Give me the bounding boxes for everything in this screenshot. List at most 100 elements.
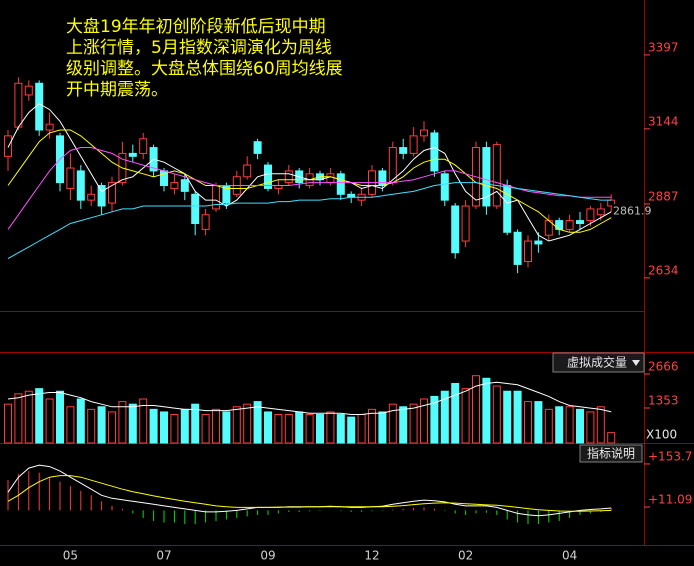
volume-bar <box>368 408 376 444</box>
x-tick-label: 02 <box>458 549 473 563</box>
volume-bar <box>513 390 522 444</box>
candle-body <box>45 123 54 131</box>
volume-bar <box>576 408 584 444</box>
candle-body <box>66 167 75 189</box>
y-tick-label: 1353 <box>648 393 679 407</box>
volume-bar <box>472 375 480 444</box>
volume-bar <box>409 403 418 444</box>
volume-bar <box>76 398 85 444</box>
volume-bar <box>347 416 356 444</box>
last-price-box <box>612 204 644 219</box>
volume-bar <box>108 411 116 444</box>
button-label[interactable]: 指标说明 <box>587 446 635 461</box>
candle-body <box>336 173 345 195</box>
volume-bar <box>97 406 106 444</box>
annotation-line: 大盘19年年初创阶段新低后现中期 <box>66 17 326 37</box>
candle-body <box>243 164 252 178</box>
volume-bar <box>440 390 449 444</box>
candle-body <box>451 205 460 254</box>
volume-bar <box>357 414 366 444</box>
candle-body <box>180 179 189 192</box>
y-tick-label: 2634 <box>648 263 679 277</box>
candle-body <box>409 135 418 154</box>
candle-body <box>555 220 564 230</box>
x-tick-label: 12 <box>364 549 379 563</box>
ma-line <box>7 475 612 512</box>
volume-bar <box>544 408 553 444</box>
volume-bar <box>534 401 543 444</box>
volume-bar <box>295 411 304 444</box>
candle-body <box>399 147 408 154</box>
volume-bar <box>66 406 75 444</box>
annotation-line: 级别调整。大盘总体围绕60周均线展 <box>66 59 343 79</box>
x-tick-label: 05 <box>63 549 78 563</box>
candle-body <box>24 85 33 96</box>
x-tick-label: 09 <box>260 549 275 563</box>
volume-bar <box>492 385 501 444</box>
ma-line <box>7 182 612 260</box>
button-label[interactable]: 虚拟成交量 <box>567 355 627 370</box>
volume-bar <box>128 403 137 444</box>
volume-bar <box>264 411 272 444</box>
candle-body <box>492 144 501 207</box>
y-tick-label: 2666 <box>648 359 679 373</box>
candle-body <box>14 82 23 128</box>
candle-body <box>170 182 179 189</box>
volume-bar <box>524 401 532 444</box>
candle-body <box>191 193 200 225</box>
candle-body <box>378 170 387 187</box>
volume-bar <box>305 414 314 444</box>
indicator-help-button[interactable] <box>579 444 643 463</box>
dropdown-arrow[interactable] <box>632 360 640 366</box>
candle-body <box>139 138 148 154</box>
volume-bar <box>316 414 324 444</box>
volume-bar <box>87 408 96 444</box>
volume-bar <box>243 403 252 444</box>
candle-body <box>97 185 106 207</box>
volume-bar <box>378 411 387 444</box>
indicator-button[interactable] <box>552 352 645 373</box>
candle-body <box>201 214 210 230</box>
candle-body <box>586 208 595 222</box>
candle-body <box>440 173 449 201</box>
volume-bar <box>326 411 335 444</box>
volume-bar <box>170 414 179 444</box>
volume-bar <box>45 398 54 444</box>
x-tick-label: 07 <box>156 549 171 563</box>
candle-body <box>420 129 428 137</box>
volume-bar <box>274 414 283 444</box>
volume-bar <box>4 403 12 444</box>
candle-body <box>4 135 12 157</box>
y-tick-label: +11.09 <box>648 493 692 507</box>
candle-body <box>461 205 470 242</box>
volume-bar <box>461 388 470 444</box>
volume-bar <box>139 398 148 444</box>
candle-body <box>87 193 96 201</box>
candle-body <box>253 141 262 154</box>
volume-bar <box>232 406 241 444</box>
unit-label: X100 <box>646 428 677 442</box>
volume-bar <box>24 390 33 444</box>
volume-bar <box>420 398 428 444</box>
annotation-line: 开中期震荡。 <box>66 80 168 100</box>
candle-body <box>264 164 272 189</box>
annotation: 大盘19年年初创阶段新低后现中期 上涨行情，5月指数深调演化为周线 级别调整。大… <box>66 17 343 100</box>
y-tick-label: 3144 <box>648 114 679 128</box>
candle-body <box>284 170 293 184</box>
frame <box>0 0 694 546</box>
candle-body <box>482 147 491 207</box>
candle-body <box>76 170 85 201</box>
volume-bar <box>35 388 44 444</box>
candle-body <box>576 220 584 225</box>
ma-line <box>7 129 612 233</box>
volume-bar <box>160 411 168 444</box>
volume-bar <box>56 390 64 444</box>
y-tick-label: 3397 <box>648 40 679 54</box>
candle-body <box>108 182 116 204</box>
volume-bar <box>149 408 158 444</box>
volume-bar <box>565 406 574 444</box>
volume-bar <box>14 393 23 444</box>
volume-bar <box>284 414 293 444</box>
volume-bar <box>430 395 439 444</box>
